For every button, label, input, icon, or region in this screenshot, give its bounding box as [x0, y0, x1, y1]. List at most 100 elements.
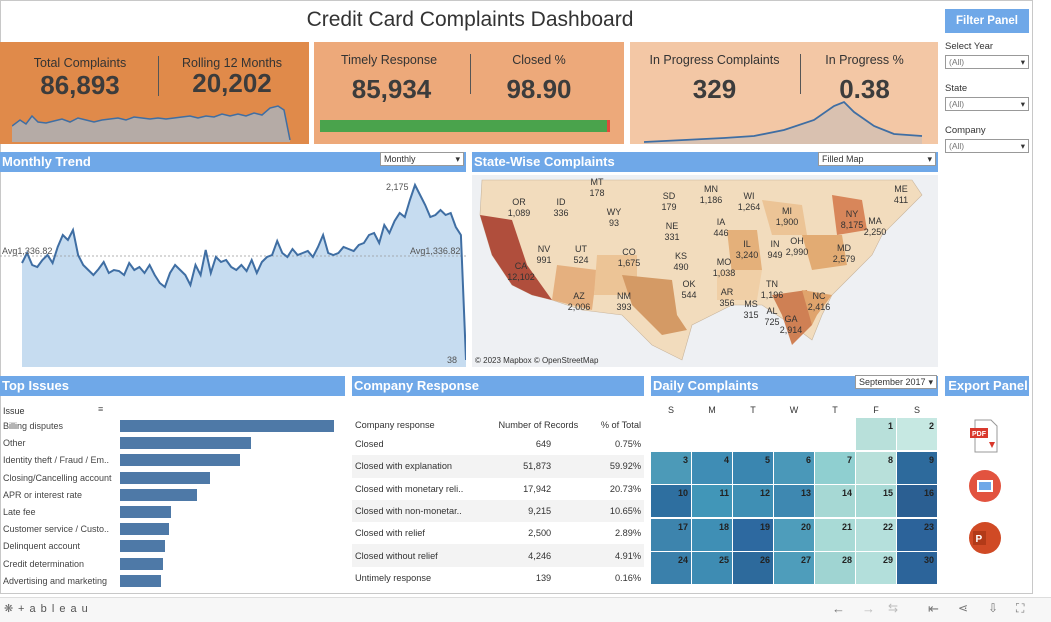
- calendar-day-20[interactable]: 20: [774, 518, 814, 551]
- calendar-day-3[interactable]: 3: [651, 451, 691, 484]
- state-label-ut: UT 524: [564, 244, 598, 266]
- state-label-ny: NY 8,175: [835, 209, 869, 231]
- state-code: NV: [537, 244, 551, 254]
- calendar-day-6[interactable]: 6: [774, 451, 814, 484]
- download-icon[interactable]: ⇩: [988, 601, 999, 615]
- calendar-day-4[interactable]: 4: [692, 451, 732, 484]
- state-label-il: IL 3,240: [730, 239, 764, 261]
- calendar-day-14[interactable]: 14: [815, 485, 855, 517]
- calendar-day-29[interactable]: 29: [856, 552, 896, 584]
- state-value: 2,250: [863, 227, 887, 237]
- redo-icon[interactable]: →: [862, 601, 875, 616]
- issue-bar[interactable]: [120, 454, 240, 467]
- company-response-header: Company Response: [352, 376, 644, 396]
- calendar-day-13[interactable]: 13: [774, 485, 814, 517]
- sort-icon[interactable]: ≡: [98, 404, 104, 414]
- powerpoint-export-icon[interactable]: P: [967, 520, 1003, 556]
- calendar-day-17[interactable]: 17: [651, 518, 691, 551]
- state-label-mt: MT 178: [580, 177, 614, 199]
- state-code: MD: [837, 243, 851, 253]
- calendar-day-18[interactable]: 18: [692, 518, 732, 551]
- month-dropdown[interactable]: September 2017: [855, 375, 937, 389]
- filter-panel-button[interactable]: Filter Panel: [945, 9, 1029, 33]
- state-label-nv: NV 991: [527, 244, 561, 266]
- response-type: Closed without relief: [352, 544, 488, 567]
- state-map[interactable]: OR 1,089 ID 336 WY 93 SD 179 NE 331 CA 12,102 NV 991 U…: [472, 175, 938, 367]
- calendar-day-8[interactable]: 8: [856, 451, 896, 484]
- calendar-day-12[interactable]: 12: [733, 485, 773, 517]
- calendar-day-28[interactable]: 28: [815, 552, 855, 584]
- state-label-mi: MI 1,900: [770, 206, 804, 228]
- tableau-brand: + a b l e a u: [18, 603, 89, 615]
- state-label-nc: NC 2,416: [802, 291, 836, 313]
- issue-bar[interactable]: [120, 523, 170, 536]
- map-type-dropdown[interactable]: Filled Map: [818, 152, 936, 166]
- calendar-day-25[interactable]: 25: [692, 552, 732, 584]
- issue-bar[interactable]: [120, 420, 334, 432]
- image-export-icon[interactable]: [967, 468, 1003, 504]
- company-filter-dropdown[interactable]: (All): [945, 139, 1029, 153]
- calendar-day-10[interactable]: 10: [651, 485, 691, 517]
- calendar-day-2[interactable]: 2: [897, 418, 937, 450]
- state-filter-dropdown[interactable]: (All): [945, 97, 1029, 111]
- calendar-day-23[interactable]: 23: [897, 518, 937, 551]
- record-count: 9,215: [487, 499, 590, 523]
- state-value: 1,900: [775, 217, 799, 227]
- issue-bar[interactable]: [120, 574, 161, 587]
- record-count: 4,246: [487, 544, 590, 567]
- calendar-day-7[interactable]: 7: [815, 451, 855, 484]
- state-code: ID: [556, 197, 566, 207]
- state-value: 2,416: [807, 302, 831, 312]
- state-filter-label: State: [945, 83, 968, 94]
- response-type: Closed with monetary reli..: [355, 483, 464, 494]
- state-code: OK: [682, 279, 696, 289]
- issue-bar[interactable]: [120, 488, 198, 501]
- avg-label-left: Avg1,336.82: [2, 246, 53, 256]
- calendar-day-11[interactable]: 11: [692, 485, 732, 517]
- monthly-trend-dropdown[interactable]: Monthly: [380, 152, 464, 166]
- state-code: AR: [720, 287, 734, 297]
- state-value: 331: [664, 232, 680, 242]
- calendar-day-27[interactable]: 27: [774, 552, 814, 584]
- col-pct-total: % of Total: [600, 420, 641, 430]
- calendar-day-19[interactable]: 19: [733, 518, 773, 551]
- calendar-day-26[interactable]: 26: [733, 552, 773, 584]
- pdf-export-icon[interactable]: PDF: [967, 418, 1003, 454]
- table-row: Closed without relief 4,246 4.91%: [352, 544, 644, 567]
- select-year-dropdown[interactable]: (All): [945, 55, 1029, 69]
- issue-bar[interactable]: [120, 557, 163, 570]
- calendar-day-24[interactable]: 24: [651, 552, 691, 584]
- undo-icon[interactable]: ←: [832, 601, 845, 616]
- state-code: MT: [590, 177, 604, 187]
- state-code: CO: [622, 247, 636, 257]
- calendar-day-22[interactable]: 22: [856, 518, 896, 551]
- issue-bar[interactable]: [120, 437, 251, 450]
- closed-progress-bar: [320, 120, 610, 132]
- in-progress-sparkline: [644, 100, 923, 144]
- state-value: 336: [553, 208, 569, 218]
- record-count: 17,942: [523, 483, 552, 494]
- col-number-records: Number of Records: [498, 420, 579, 430]
- issue-bar[interactable]: [120, 471, 210, 484]
- record-count: 139: [535, 572, 552, 583]
- state-code: WI: [743, 191, 755, 201]
- calendar-day-30[interactable]: 30: [897, 552, 937, 584]
- calendar-day-5[interactable]: 5: [733, 451, 773, 484]
- calendar-day-1[interactable]: 1: [856, 418, 896, 450]
- calendar-day-9[interactable]: 9: [897, 451, 937, 484]
- state-label-tn: TN 1,196: [755, 279, 789, 301]
- calendar-day-21[interactable]: 21: [815, 518, 855, 551]
- fullscreen-icon[interactable]: ⛶: [1016, 601, 1025, 615]
- share-icon[interactable]: ⋖: [958, 601, 969, 615]
- state-code: OR: [512, 197, 526, 207]
- calendar-day-15[interactable]: 15: [856, 485, 896, 517]
- issue-bar[interactable]: [120, 540, 165, 553]
- reset-icon[interactable]: ⇤: [928, 601, 939, 616]
- revert-icon[interactable]: ⇆: [888, 601, 899, 615]
- issue-bar[interactable]: [120, 506, 172, 518]
- calendar-day-16[interactable]: 16: [897, 485, 937, 517]
- state-label-ma: MA 2,250: [858, 216, 892, 238]
- state-code: KS: [674, 251, 687, 261]
- issue-label: Identity theft / Fraud / Em..: [3, 455, 110, 466]
